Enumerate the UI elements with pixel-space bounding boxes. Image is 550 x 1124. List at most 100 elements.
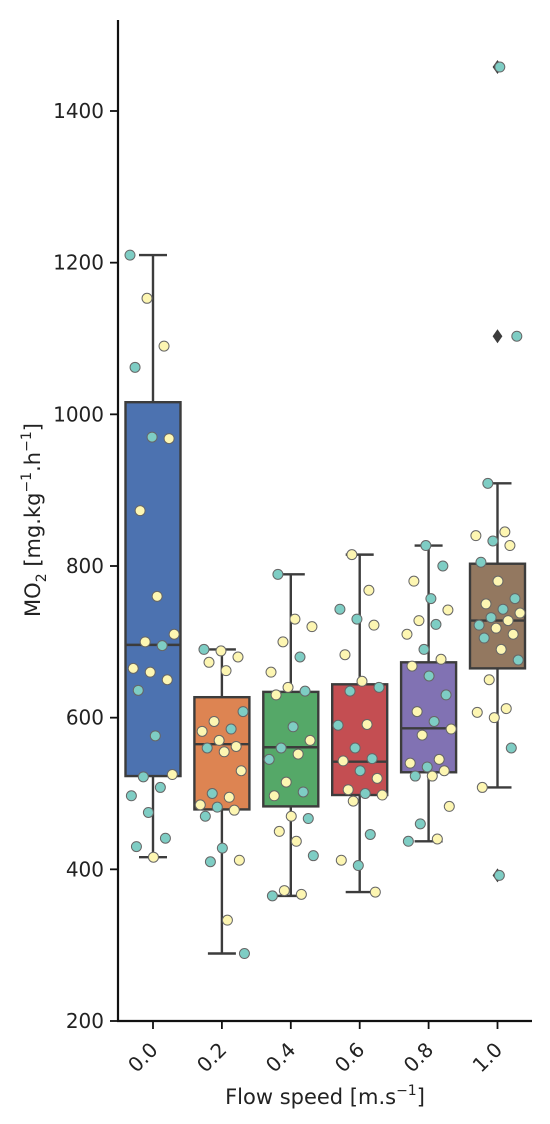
- data-point: [478, 632, 490, 644]
- x-tick-label: 1.0: [468, 1038, 507, 1077]
- data-point: [146, 431, 158, 443]
- data-point: [495, 643, 507, 655]
- box-0.0: [124, 253, 182, 859]
- data-point: [307, 850, 319, 862]
- data-point: [494, 61, 506, 73]
- y-axis-label-prefix: MO: [21, 582, 45, 617]
- data-point: [223, 791, 235, 803]
- data-point: [134, 505, 146, 517]
- data-point: [356, 675, 368, 687]
- y-tick-label: 400: [66, 857, 104, 881]
- y-axis-ticks: 200 400 600 800 1000 1200 1400: [53, 99, 118, 1033]
- data-point: [168, 628, 180, 640]
- data-point: [351, 613, 363, 625]
- data-point: [272, 568, 284, 580]
- data-point: [215, 645, 227, 657]
- x-tick-label: 0.6: [330, 1038, 369, 1077]
- data-point: [285, 810, 297, 822]
- data-point: [443, 800, 455, 812]
- data-point: [278, 885, 290, 897]
- data-point: [159, 832, 171, 844]
- data-point: [334, 603, 346, 615]
- data-point: [304, 734, 316, 746]
- data-point: [482, 477, 494, 489]
- data-point: [282, 681, 294, 693]
- data-point: [294, 651, 306, 663]
- data-point: [480, 598, 492, 610]
- outlier-marker: [492, 329, 503, 344]
- data-point: [232, 651, 244, 663]
- data-point: [306, 621, 318, 633]
- data-point: [125, 790, 137, 802]
- data-point: [414, 818, 426, 830]
- data-point: [230, 740, 242, 752]
- data-point: [418, 643, 430, 655]
- data-point: [213, 734, 225, 746]
- data-point: [149, 730, 161, 742]
- data-points: [124, 61, 526, 960]
- data-point: [218, 746, 230, 758]
- data-point: [166, 769, 178, 781]
- data-point: [211, 801, 223, 813]
- y-tick-label: 800: [66, 554, 104, 578]
- data-point: [369, 886, 381, 898]
- data-point: [511, 330, 523, 342]
- data-point: [408, 575, 420, 587]
- data-point: [423, 670, 435, 682]
- data-point: [280, 776, 292, 788]
- data-point: [124, 249, 136, 261]
- y-axis-label-unit-b: .h: [21, 452, 45, 472]
- data-point: [475, 556, 487, 568]
- data-point: [194, 799, 206, 811]
- data-point: [206, 788, 218, 799]
- data-point: [292, 748, 304, 760]
- data-point: [335, 854, 347, 866]
- data-point: [142, 806, 154, 818]
- data-point: [426, 770, 438, 782]
- data-point: [266, 890, 278, 902]
- y-axis-label-suffix: ]: [21, 423, 45, 431]
- data-point: [196, 725, 208, 737]
- data-point: [287, 721, 299, 733]
- data-point: [502, 615, 514, 627]
- data-point: [339, 649, 351, 661]
- data-point: [361, 718, 373, 730]
- data-point: [141, 292, 153, 304]
- data-point: [428, 715, 440, 727]
- data-point: [416, 729, 428, 741]
- data-point: [346, 549, 358, 561]
- data-point: [404, 757, 416, 769]
- y-axis-label: MO2 [mg.kg−1.h−1]: [19, 423, 50, 617]
- y-axis-label-superscript-b: −1: [19, 431, 35, 452]
- data-point: [425, 593, 437, 605]
- data-point: [289, 613, 301, 625]
- data-point: [225, 723, 237, 735]
- data-point: [487, 535, 499, 547]
- data-point: [354, 765, 366, 777]
- data-point: [156, 640, 168, 652]
- box-series: [124, 60, 527, 955]
- data-point: [507, 628, 519, 640]
- data-point: [440, 689, 452, 701]
- data-point: [366, 753, 378, 765]
- data-point: [431, 833, 443, 845]
- data-point: [433, 753, 445, 765]
- data-point: [270, 689, 282, 701]
- data-point: [228, 804, 240, 816]
- y-tick-label: 200: [66, 1009, 104, 1033]
- data-point: [144, 666, 156, 678]
- data-point: [130, 841, 142, 853]
- data-point: [203, 656, 215, 668]
- data-point: [220, 665, 232, 677]
- data-point: [476, 781, 488, 793]
- data-point: [139, 636, 151, 648]
- data-point: [499, 526, 511, 538]
- data-point: [514, 607, 526, 619]
- data-point: [488, 712, 500, 724]
- x-tick-label: 0.2: [192, 1038, 231, 1077]
- data-point: [332, 719, 344, 731]
- data-point: [490, 622, 502, 634]
- data-point: [373, 681, 385, 693]
- data-point: [435, 653, 447, 665]
- data-point: [411, 706, 423, 718]
